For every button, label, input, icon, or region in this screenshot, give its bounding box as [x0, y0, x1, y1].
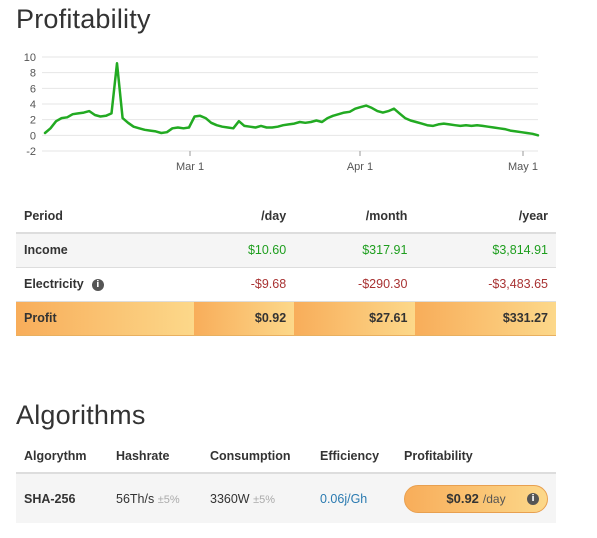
efficiency-cell: 0.06j/Gh: [312, 473, 396, 523]
electricity-label: Electricity: [24, 277, 84, 291]
income-month: $317.91: [294, 233, 416, 268]
profitability-cell: $0.92 /day i: [396, 473, 556, 523]
income-row: Income $10.60 $317.91 $3,814.91: [16, 233, 556, 268]
profit-month: $27.61: [294, 301, 416, 336]
income-label: Income: [16, 233, 194, 268]
consumption-value: 3360W: [210, 491, 250, 506]
chart-y-axis: 10 8 6 4 2 0 -2: [24, 52, 36, 158]
electricity-month: -$290.30: [294, 267, 416, 302]
algorithms-title: Algorithms: [16, 400, 146, 430]
y-tick-label: 10: [24, 52, 36, 64]
profit-unit: /day: [482, 491, 506, 506]
x-tick-label: Apr 1: [347, 161, 373, 173]
info-icon[interactable]: i: [527, 492, 539, 505]
col-efficiency: Efficiency: [312, 440, 396, 474]
electricity-row: Electricity i -$9.68 -$290.30 -$3,483.65: [16, 267, 556, 302]
info-icon[interactable]: i: [91, 278, 104, 291]
col-profitability: Profitability: [396, 440, 556, 474]
electricity-label-cell: Electricity i: [16, 267, 194, 302]
income-year: $3,814.91: [415, 233, 556, 268]
col-month: /month: [294, 200, 416, 234]
col-consumption: Consumption: [202, 440, 312, 474]
profit-row: Profit $0.92 $27.61 $331.27: [16, 301, 556, 336]
consumption-cell: 3360W ±5%: [202, 473, 312, 523]
income-day: $10.60: [193, 233, 295, 268]
hashrate-value: 56Th/s: [116, 491, 155, 506]
x-tick-label: Mar 1: [176, 161, 204, 173]
algorithm-name: SHA-256: [16, 473, 108, 523]
profit-table: Period /day /month /year Income $10.60 $…: [16, 200, 556, 336]
col-hashrate: Hashrate: [108, 440, 202, 474]
electricity-year: -$3,483.65: [415, 267, 556, 302]
hashrate-cell: 56Th/s ±5%: [108, 473, 202, 523]
profitability-title: Profitability: [16, 4, 151, 34]
algorithms-table-header: Algorythm Hashrate Consumption Efficienc…: [16, 440, 556, 474]
y-tick-label: 8: [30, 68, 36, 80]
y-tick-label: 0: [30, 130, 36, 142]
y-tick-label: -2: [26, 146, 36, 158]
profit-year: $331.27: [415, 301, 556, 336]
profit-table-header: Period /day /month /year: [16, 200, 556, 234]
electricity-day: -$9.68: [193, 267, 295, 302]
profit-day: $0.92: [193, 301, 295, 336]
col-period: Period: [16, 200, 194, 234]
hashrate-tolerance: ±5%: [157, 493, 180, 506]
profit-amount: $0.92: [446, 491, 479, 506]
profitability-chart[interactable]: 10 8 6 4 2 0 -2 Mar 1 Apr 1 May 1: [0, 46, 560, 180]
efficiency-value: 0.06j/Gh: [320, 491, 368, 506]
consumption-tolerance: ±5%: [253, 493, 276, 506]
col-year: /year: [415, 200, 556, 234]
y-tick-label: 6: [30, 83, 36, 95]
y-tick-label: 4: [30, 99, 36, 111]
algorithms-table: Algorythm Hashrate Consumption Efficienc…: [16, 440, 556, 523]
profitability-pill[interactable]: $0.92 /day i: [404, 484, 548, 513]
algorithm-row: SHA-256 56Th/s ±5% 3360W ±5% 0.06j/Gh $0…: [16, 473, 556, 523]
chart-series-line: [43, 62, 540, 137]
profit-label: Profit: [16, 301, 194, 336]
col-day: /day: [193, 200, 295, 234]
y-tick-label: 2: [30, 115, 36, 127]
x-tick-label: May 1: [508, 161, 538, 173]
col-algorithm: Algorythm: [16, 440, 108, 474]
chart-x-axis: Mar 1 Apr 1 May 1: [176, 161, 538, 173]
